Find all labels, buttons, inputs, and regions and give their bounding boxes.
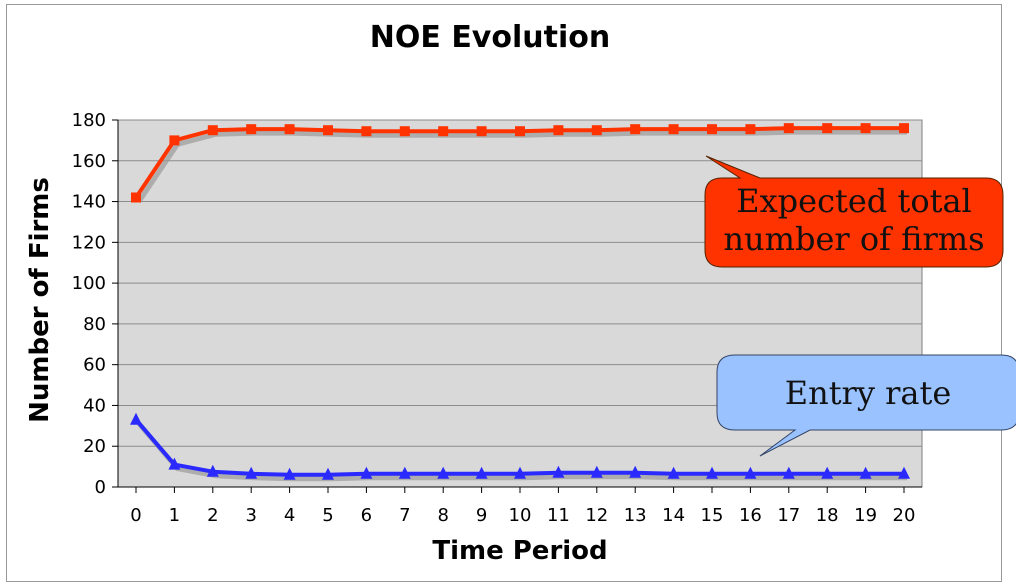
- x-tick-label: 18: [816, 505, 839, 526]
- series-total-point: [515, 126, 525, 137]
- y-tick-label: 60: [83, 355, 106, 376]
- series-total-point: [668, 124, 679, 135]
- x-tick-label: 7: [399, 505, 410, 526]
- series-entry-point: [398, 466, 411, 479]
- y-tick-label: 40: [83, 395, 106, 416]
- x-tick-label: 20: [893, 505, 916, 526]
- series-entry-point: [168, 457, 181, 470]
- x-tick-label: 17: [777, 505, 800, 526]
- series-total-point: [246, 124, 257, 135]
- series-entry-point: [667, 466, 680, 479]
- series-total-point: [745, 124, 756, 135]
- series-entry-point: [437, 466, 450, 479]
- total-callout-bubble: [704, 155, 1004, 268]
- series-total-point: [860, 123, 871, 134]
- series-total-point: [131, 192, 141, 203]
- callouts: [704, 155, 1016, 457]
- x-axis-label: Time Period: [432, 536, 608, 566]
- x-tick-label: 12: [585, 505, 608, 526]
- series-total-point: [438, 126, 449, 137]
- series-entry-point: [245, 466, 258, 479]
- series-entry-point: [322, 467, 334, 480]
- x-tick-label: 2: [207, 505, 218, 526]
- x-tick-label: 9: [476, 505, 487, 526]
- series-entry-point: [283, 467, 296, 480]
- series-entry-point: [206, 464, 219, 477]
- y-tick-label: 180: [72, 110, 106, 131]
- y-tick-label: 80: [83, 314, 106, 335]
- x-tick-label: 5: [322, 505, 333, 526]
- x-tick-label: 6: [361, 505, 372, 526]
- series-entry-point: [590, 465, 603, 478]
- total-callout-line-2: number of firms: [723, 220, 985, 258]
- y-tick-label: 0: [95, 477, 106, 498]
- x-tick-label: 15: [701, 505, 724, 526]
- total-callout-line-1: Expected total: [736, 182, 972, 220]
- series-total-point: [361, 126, 372, 137]
- total-callout-text: Expected total number of firms: [705, 182, 1003, 258]
- entry-callout-bubble: [716, 354, 1016, 457]
- series-total-point: [323, 125, 333, 136]
- y-tick-label: 120: [72, 232, 106, 253]
- series-total-point: [207, 125, 218, 136]
- series-entry-point: [744, 466, 757, 479]
- series-entry-point: [782, 466, 795, 479]
- y-tick-label: 160: [72, 151, 106, 172]
- series-total-point: [783, 123, 794, 134]
- series-layer: [130, 123, 910, 482]
- x-tick-label: 0: [130, 505, 141, 526]
- series-total-point: [476, 126, 487, 137]
- x-tick-label: 1: [169, 505, 180, 526]
- series-total-point: [822, 123, 833, 134]
- series-entry-point: [821, 466, 834, 479]
- series-total-point: [399, 126, 410, 137]
- series-total-point: [553, 125, 564, 136]
- series-entry-point: [706, 466, 718, 479]
- series-total-point: [169, 135, 180, 146]
- x-tick-label: 8: [437, 505, 448, 526]
- x-tick-label: 19: [854, 505, 877, 526]
- entry-callout-line-1: Entry rate: [784, 374, 952, 412]
- y-tick-label: 140: [72, 192, 106, 213]
- x-tick-label: 16: [739, 505, 762, 526]
- x-tick-label: 4: [284, 505, 295, 526]
- entry-callout-text: Entry rate: [717, 374, 1016, 412]
- series-entry-point: [859, 466, 872, 479]
- series-entry-point: [475, 466, 488, 479]
- x-tick-label: 3: [245, 505, 256, 526]
- series-entry-point: [514, 466, 526, 479]
- x-tick-label: 10: [509, 505, 532, 526]
- y-tick-label: 100: [72, 273, 106, 294]
- y-tick-label: 20: [83, 436, 106, 457]
- series-entry-point: [360, 466, 373, 479]
- series-total-point: [630, 124, 641, 135]
- x-tick-label: 11: [547, 505, 570, 526]
- series-total-point: [899, 123, 909, 134]
- series-total-point: [284, 124, 295, 135]
- series-total-point: [591, 125, 602, 136]
- x-tick-label: 13: [624, 505, 647, 526]
- series-entry-point: [629, 465, 642, 478]
- series-entry-point: [898, 466, 910, 479]
- series-entry-point: [552, 465, 565, 478]
- series-entry-point: [130, 412, 142, 425]
- series-total-point: [707, 124, 717, 135]
- x-tick-label: 14: [662, 505, 685, 526]
- chart-title: NOE Evolution: [369, 20, 611, 55]
